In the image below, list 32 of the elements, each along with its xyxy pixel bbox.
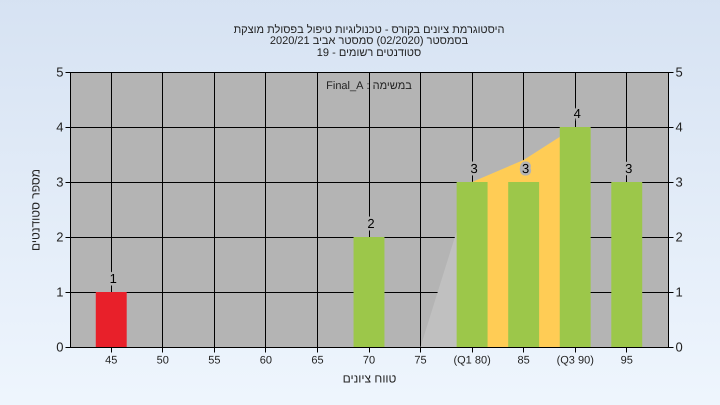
chart-subtitle: בסמסטר (02/2020) סמסטר אביב 2020/21 סטודנטים רשומים - 19 (270, 35, 469, 59)
x-tick-label: 50 (156, 354, 169, 366)
y2-tick-label: 0 (676, 340, 683, 354)
y-tick-label: 0 (56, 340, 64, 354)
y-tick-label: 1 (56, 284, 64, 300)
bar (96, 292, 127, 347)
x-tick-label: 60 (260, 354, 272, 366)
y2-tick-label: 5 (676, 64, 683, 80)
x-tick-label: 95 (620, 354, 633, 366)
x-tick-label: 65 (311, 354, 324, 366)
annotation: במשימה : Final_A (326, 80, 412, 92)
y-axis-title: מספר סטודנטים (28, 168, 42, 252)
y2-tick-label: 4 (676, 120, 683, 134)
bar (354, 237, 384, 347)
y2-tick-label: 2 (676, 230, 683, 244)
x-axis-title: טווח ציונים (342, 372, 397, 386)
bar (611, 182, 642, 347)
x-tick-label: 85 (518, 354, 530, 366)
x-tick-label: 75 (414, 354, 427, 366)
data-label: 3 (522, 161, 530, 176)
y-tick-label: 4 (56, 120, 64, 134)
y-tick-label: 3 (56, 174, 64, 190)
y-tick-label: 2 (56, 230, 64, 244)
y-tick-label: 5 (56, 64, 64, 80)
chart-title: היסטוגרמת ציונים בקורס - טכנולוגיות טיפול בפסולת מוצקת (234, 24, 504, 36)
x-tick-label: 45 (105, 354, 118, 366)
x-tick-label: (Q1 80) (453, 354, 491, 366)
y2-tick-label: 3 (676, 174, 683, 190)
x-tick-label: 55 (208, 354, 220, 366)
x-tick-label: 70 (362, 354, 376, 366)
x-tick-label: (Q3 90) (556, 354, 594, 366)
y2-tick-label: 1 (676, 284, 683, 300)
